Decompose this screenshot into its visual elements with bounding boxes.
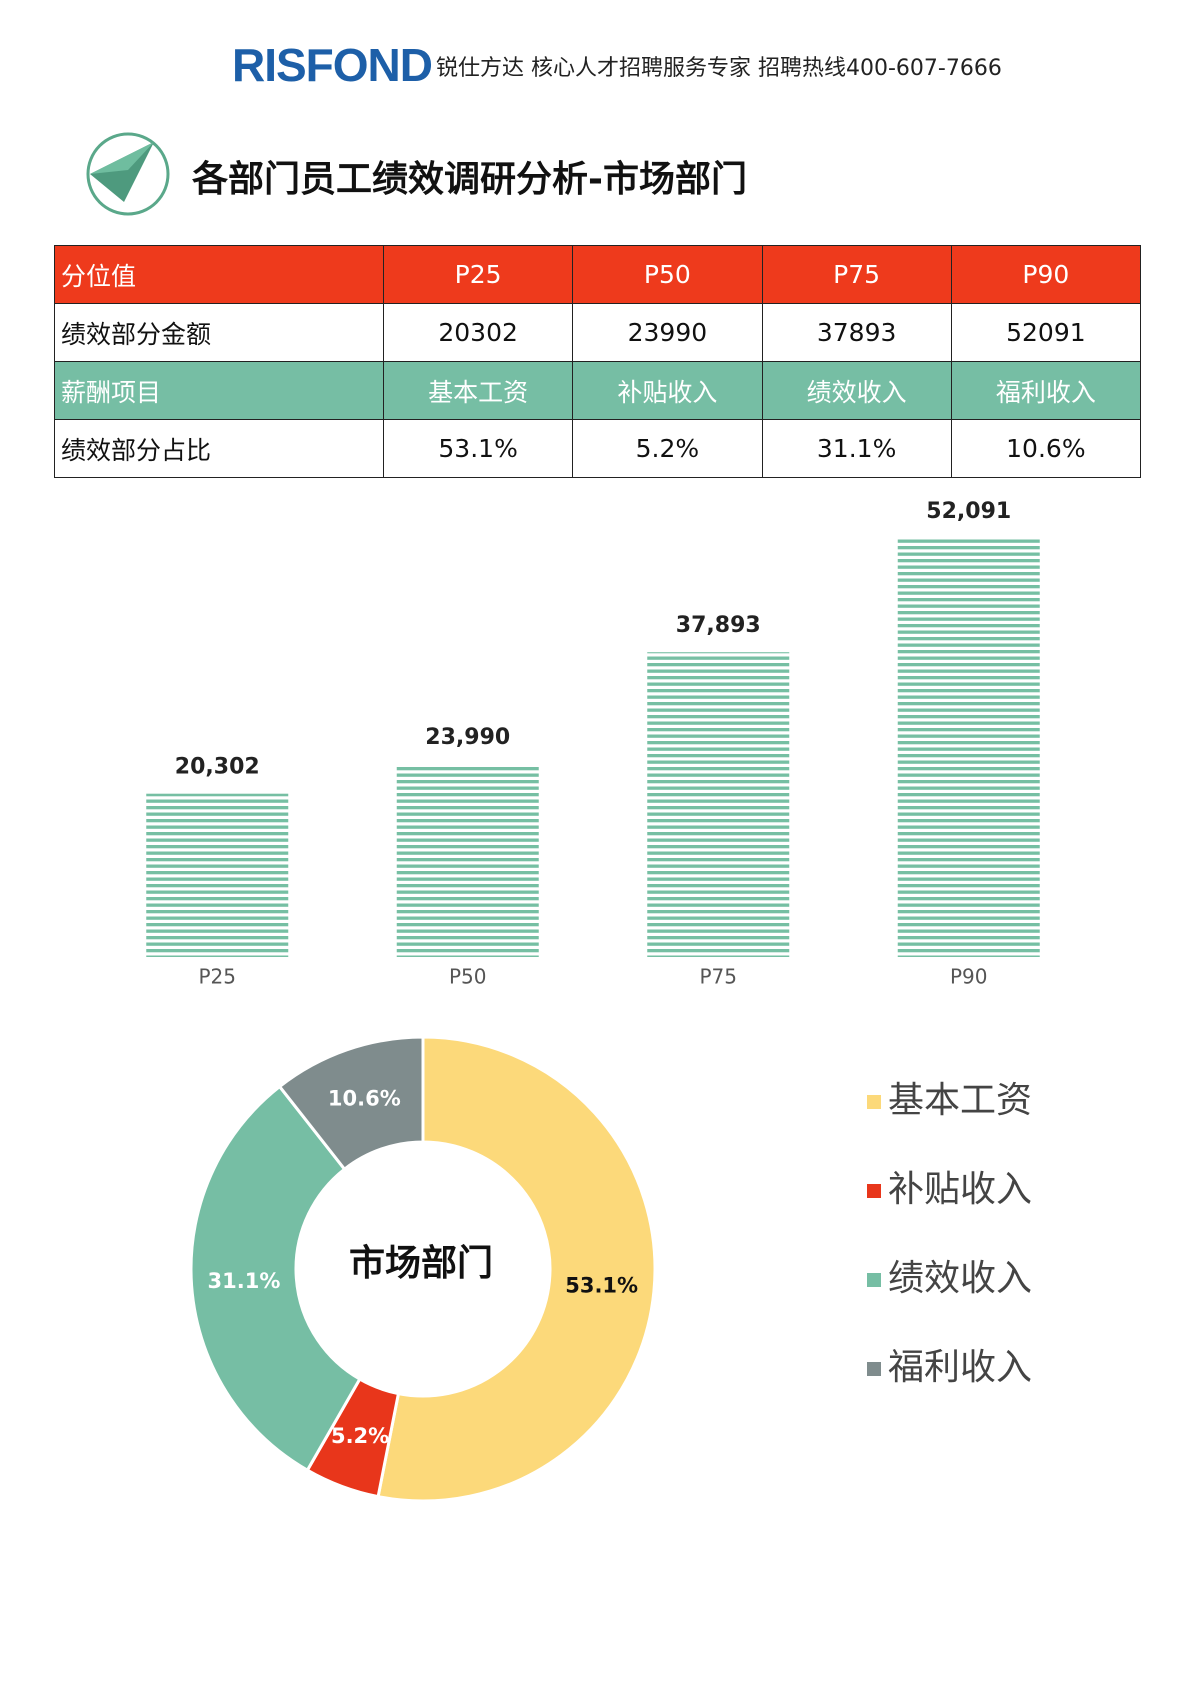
legend-swatch xyxy=(867,1095,881,1109)
x-tick-label: P50 xyxy=(449,965,487,989)
donut-slice xyxy=(305,1377,401,1499)
table-cell: 52091 xyxy=(950,303,1142,362)
data-label: 37,893 xyxy=(676,613,761,638)
table-row: 分位值 P25 P50 P75 P90 xyxy=(54,245,1142,304)
donut-slice xyxy=(376,1035,657,1503)
bar xyxy=(647,652,790,957)
data-label: 20,302 xyxy=(175,755,260,780)
table-cell: P50 xyxy=(572,245,763,304)
table-row: 薪酬项目 基本工资 补贴收入 绩效收入 福利收入 xyxy=(54,361,1142,420)
table-cell: 5.2% xyxy=(572,419,763,478)
table-cell: P75 xyxy=(761,245,952,304)
donut-slice xyxy=(277,1035,425,1172)
table-cell: 绩效部分占比 xyxy=(54,419,384,478)
table-cell: 绩效收入 xyxy=(761,361,952,420)
table-cell: 23990 xyxy=(572,303,763,362)
data-label: 52,091 xyxy=(926,499,1011,524)
table-cell: 37893 xyxy=(761,303,952,362)
table-cell: 31.1% xyxy=(761,419,952,478)
table-cell: P25 xyxy=(382,245,574,304)
legend-swatch xyxy=(867,1362,881,1376)
table-row: 绩效部分金额 20302 23990 37893 52091 xyxy=(54,303,1142,362)
x-tick-label: P90 xyxy=(950,965,988,989)
data-label: 10.6% xyxy=(328,1086,401,1110)
table-cell: 薪酬项目 xyxy=(54,361,384,420)
table-row: 绩效部分占比 53.1% 5.2% 31.1% 10.6% xyxy=(54,419,1142,478)
table-cell: 基本工资 xyxy=(382,361,574,420)
legend-label: 补贴收入 xyxy=(888,1169,1032,1210)
donut-slice xyxy=(189,1084,362,1473)
bar xyxy=(146,793,289,957)
data-label: 31.1% xyxy=(208,1269,281,1293)
center-label: 市场部门 xyxy=(349,1243,493,1284)
page-title: 各部门员工绩效调研分析-市场部门 xyxy=(192,159,747,200)
legend-swatch xyxy=(867,1273,881,1287)
bar xyxy=(897,538,1040,957)
table-cell: 53.1% xyxy=(382,419,574,478)
legend-label: 基本工资 xyxy=(888,1080,1032,1121)
data-label: 5.2% xyxy=(331,1424,389,1448)
data-table: 分位值 P25 P50 P75 P90 绩效部分金额 20302 23990 37893 5209… xyxy=(54,245,1142,478)
table-cell: 补贴收入 xyxy=(572,361,763,420)
bar xyxy=(396,764,539,957)
table-cell: 20302 xyxy=(382,303,574,362)
x-tick-label: P25 xyxy=(198,965,236,989)
data-label: 23,990 xyxy=(425,725,510,750)
table-cell: 福利收入 xyxy=(950,361,1142,420)
title-icon xyxy=(86,132,170,216)
table-cell: 分位值 xyxy=(54,245,384,304)
legend-swatch xyxy=(867,1184,881,1198)
data-label: 53.1% xyxy=(565,1273,638,1297)
tagline: 锐仕方达 核心人才招聘服务专家 招聘热线400-607-7666 xyxy=(436,56,1002,81)
legend-label: 绩效收入 xyxy=(888,1258,1032,1299)
table-cell: 绩效部分金额 xyxy=(54,303,384,362)
legend-label: 福利收入 xyxy=(888,1347,1032,1388)
x-tick-label: P75 xyxy=(699,965,737,989)
table-cell: 10.6% xyxy=(950,419,1142,478)
logo: RISFOND xyxy=(232,39,433,91)
table-cell: P90 xyxy=(950,245,1142,304)
